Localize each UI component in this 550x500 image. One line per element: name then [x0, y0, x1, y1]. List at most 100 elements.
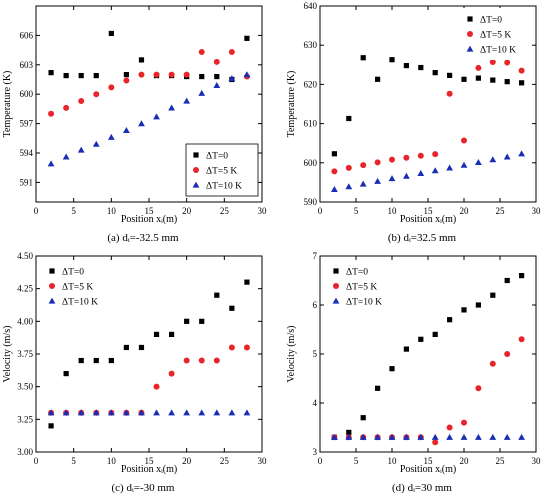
- x-tick-label: 25: [496, 456, 506, 466]
- data-point: [417, 152, 424, 159]
- x-tick-label: 5: [354, 456, 359, 466]
- data-point: [138, 344, 145, 351]
- data-point: [183, 409, 191, 416]
- y-tick-label: 591: [20, 177, 34, 187]
- data-point: [518, 336, 525, 343]
- x-tick-label: 30: [258, 206, 268, 216]
- y-tick-label: 4: [313, 398, 318, 408]
- legend-label: ΔT=10 K: [346, 298, 382, 308]
- data-point: [331, 433, 338, 440]
- data-point: [107, 133, 115, 140]
- series-0: [331, 273, 525, 440]
- data-point: [345, 164, 352, 171]
- data-point: [63, 72, 69, 79]
- data-point: [228, 409, 236, 416]
- data-point: [489, 360, 496, 367]
- data-point: [375, 76, 381, 82]
- legend-marker: [49, 283, 55, 289]
- data-point: [418, 336, 424, 342]
- data-point: [432, 331, 438, 337]
- data-point: [460, 161, 468, 168]
- series-0: [331, 55, 525, 157]
- legend-label: ΔT=10 K: [62, 298, 98, 308]
- data-point: [168, 71, 175, 78]
- data-point: [504, 277, 510, 284]
- data-point: [432, 151, 439, 158]
- data-point: [388, 433, 396, 440]
- data-point: [519, 80, 525, 86]
- data-point: [461, 419, 467, 426]
- data-point: [431, 433, 439, 440]
- data-point: [389, 156, 395, 163]
- legend-label: ΔT=0: [346, 268, 368, 278]
- y-tick-label: 620: [304, 79, 318, 89]
- legend-label: ΔT=0: [206, 152, 228, 162]
- data-point: [198, 357, 205, 364]
- legend-marker: [333, 268, 339, 274]
- data-point: [153, 331, 160, 337]
- data-point: [504, 79, 510, 85]
- data-point: [447, 317, 453, 323]
- data-point: [47, 160, 55, 167]
- data-point: [153, 71, 160, 78]
- data-point: [183, 71, 190, 78]
- chart-panel-0: 0 5 10 15 20 25 30 591 594 597 600 603 606 Position x…: [2, 5, 268, 244]
- data-point: [138, 57, 145, 63]
- data-point: [432, 70, 438, 76]
- y-tick-label: 600: [20, 89, 34, 99]
- data-point: [153, 383, 160, 390]
- data-point: [417, 169, 425, 176]
- x-axis-label: Position xᵢ(m): [400, 214, 456, 225]
- data-point: [199, 318, 205, 324]
- data-point: [490, 77, 496, 83]
- data-point: [447, 72, 453, 78]
- data-point: [184, 318, 190, 324]
- x-tick-label: 15: [424, 206, 434, 216]
- x-tick-label: 30: [258, 456, 268, 466]
- data-point: [243, 409, 251, 416]
- y-axis-label: Temperature (K): [2, 71, 13, 138]
- data-point: [213, 357, 220, 364]
- data-point: [92, 409, 100, 416]
- legend: ΔT=0 ΔT=5 K ΔT=10 K: [42, 260, 114, 312]
- data-point: [63, 371, 69, 377]
- data-point: [183, 97, 191, 104]
- data-point: [519, 273, 525, 279]
- x-tick-label: 30: [532, 206, 542, 216]
- y-tick-label: 3.00: [17, 447, 33, 457]
- legend-marker: [49, 268, 55, 274]
- y-tick-label: 3.75: [17, 349, 33, 359]
- y-tick-label: 640: [304, 1, 318, 11]
- data-point: [48, 423, 54, 429]
- series-1: [48, 344, 250, 416]
- data-point: [389, 57, 395, 63]
- data-point: [461, 137, 467, 144]
- legend-label: ΔT=0: [480, 16, 502, 26]
- y-tick-label: 594: [20, 148, 34, 158]
- x-tick-label: 25: [496, 206, 506, 216]
- data-point: [446, 433, 453, 440]
- data-point: [214, 73, 220, 80]
- series-2: [47, 409, 251, 416]
- x-tick-label: 20: [182, 456, 192, 466]
- data-point: [504, 351, 511, 357]
- legend-label: ΔT=5 K: [206, 167, 237, 177]
- data-point: [63, 104, 70, 111]
- data-point: [123, 344, 129, 351]
- data-point: [346, 429, 352, 435]
- data-point: [418, 64, 424, 71]
- legend-marker: [467, 31, 473, 37]
- y-tick-label: 3: [313, 447, 318, 457]
- x-tick-label: 15: [145, 456, 155, 466]
- data-point: [518, 67, 525, 74]
- legend-label: ΔT=10 K: [480, 46, 516, 56]
- data-point: [475, 159, 482, 166]
- data-point: [78, 72, 84, 79]
- data-point: [331, 151, 337, 157]
- data-point: [108, 357, 114, 364]
- x-tick-label: 30: [532, 456, 542, 466]
- data-point: [504, 59, 511, 66]
- data-point: [168, 370, 175, 377]
- data-point: [214, 292, 220, 298]
- data-point: [518, 150, 525, 157]
